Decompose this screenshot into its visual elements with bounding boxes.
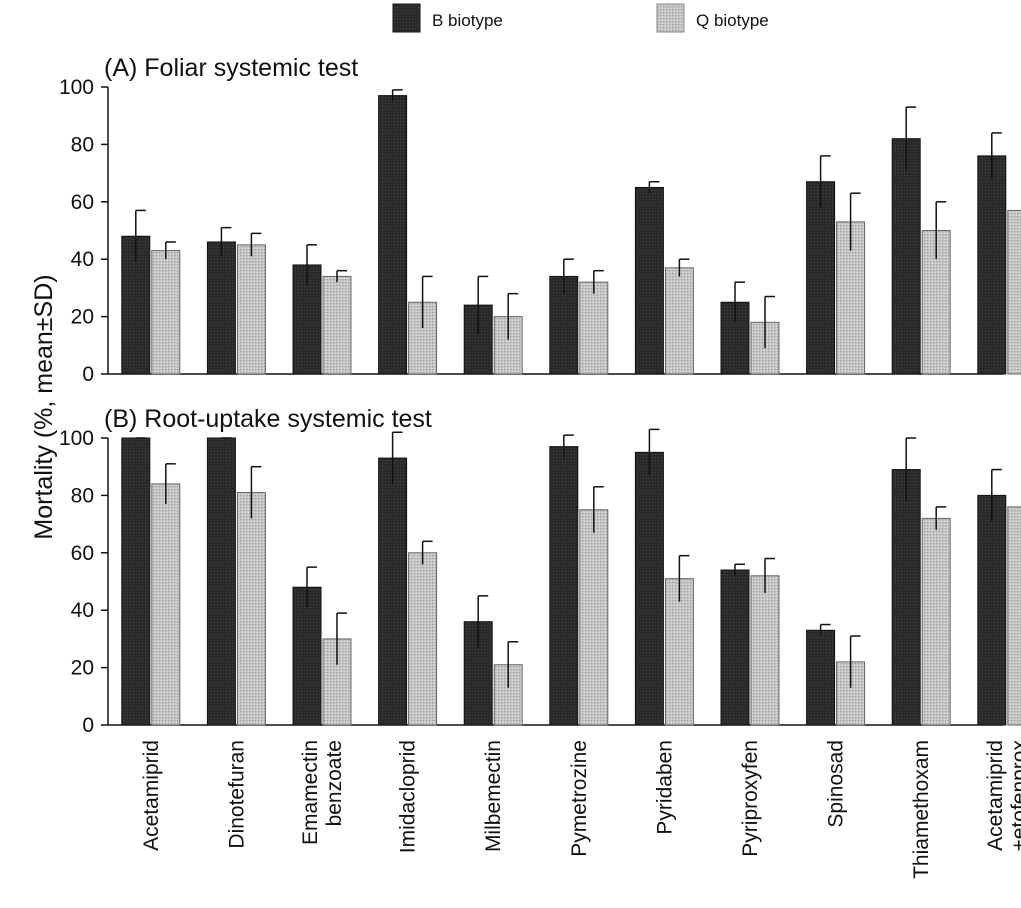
bar	[921, 517, 951, 726]
y-axis-label: Mortality (%, mean±SD)	[30, 274, 58, 539]
y-tick-label: 80	[71, 484, 94, 507]
y-tick-label: 60	[71, 191, 94, 214]
bar	[634, 186, 664, 375]
bar	[378, 457, 408, 726]
bar	[322, 275, 352, 375]
bar	[579, 509, 609, 726]
bar	[151, 483, 181, 726]
x-category-label: +etofenprox	[1008, 740, 1021, 852]
x-category-label: benzoate	[323, 740, 346, 826]
panel-title: (B) Root-uptake systemic test	[104, 405, 432, 433]
x-category-label: Spinosad	[825, 740, 848, 828]
y-tick-label: 0	[82, 363, 94, 386]
category-labels: Acetamiprid Dinotefuran Emamectin benzoate I…	[140, 740, 1021, 879]
bar	[151, 250, 181, 375]
bar	[549, 446, 579, 726]
bar	[378, 95, 408, 375]
bar	[664, 267, 694, 375]
bar	[977, 494, 1007, 726]
bar	[750, 575, 780, 726]
bar	[292, 586, 322, 726]
y-tick-label: 40	[71, 599, 94, 622]
y-tick-label: 20	[71, 306, 94, 329]
x-category-label: Emamectin	[299, 740, 322, 845]
x-category-label: Thiamethoxam	[910, 740, 933, 879]
x-category-label: Pyridaben	[653, 740, 676, 835]
bar	[891, 138, 921, 375]
legend-swatch-b	[392, 3, 421, 33]
bar	[634, 451, 664, 726]
bar	[1007, 506, 1021, 726]
y-tick-label: 60	[71, 542, 94, 565]
x-category-label: Acetamiprid	[140, 740, 163, 851]
y-tick-label: 0	[82, 714, 94, 737]
y-tick-label: 100	[59, 76, 94, 99]
bar	[891, 469, 921, 726]
y-tick-label: 80	[71, 133, 94, 156]
legend-label-q: Q biotype	[696, 11, 769, 30]
legend-swatch-q	[656, 3, 685, 33]
x-category-label: Milbemectin	[482, 740, 505, 852]
bar	[408, 552, 438, 726]
panel-title: (A) Foliar systemic test	[104, 54, 358, 82]
bar	[408, 301, 438, 375]
x-category-label: Dinotefuran	[225, 740, 248, 849]
bar	[121, 437, 151, 726]
legend-label-b: B biotype	[432, 11, 503, 30]
bar	[806, 629, 836, 726]
y-tick-label: 20	[71, 657, 94, 680]
bar	[206, 241, 236, 375]
bar	[977, 155, 1007, 375]
panel-a: (A) Foliar systemic test 0 20 40 60 80 100	[59, 54, 1021, 386]
x-category-label: Pymetrozine	[568, 740, 591, 857]
bar	[236, 244, 266, 375]
x-category-label: Imidacloprid	[397, 740, 420, 853]
y-tick-label: 100	[59, 427, 94, 450]
bar	[806, 181, 836, 375]
bar	[1007, 209, 1021, 375]
bar	[579, 281, 609, 375]
y-tick-label: 40	[71, 248, 94, 271]
x-category-label: Acetamiprid	[984, 740, 1007, 851]
bar	[720, 569, 750, 726]
x-category-label: Pyriproxyfen	[739, 740, 762, 857]
legend: B biotype Q biotype	[392, 3, 769, 33]
bar	[206, 437, 236, 726]
bar	[236, 492, 266, 726]
panel-b: (B) Root-uptake systemic test 0 20 40 60 80 10…	[59, 405, 1021, 737]
